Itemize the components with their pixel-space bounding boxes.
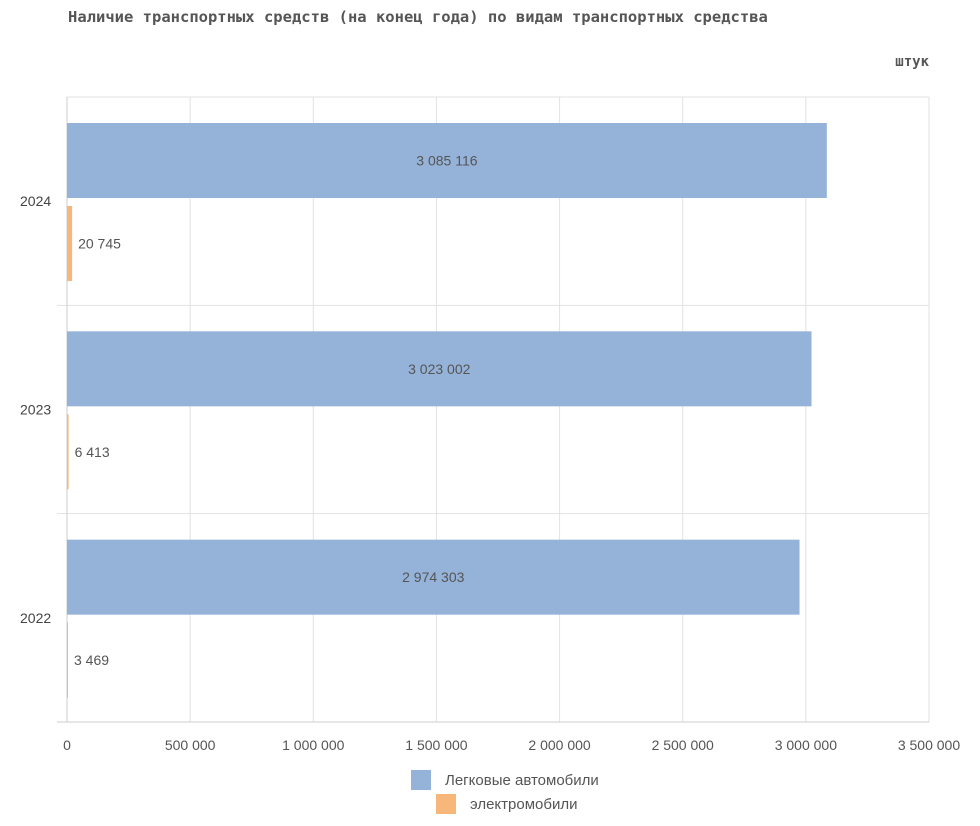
data-label-electric-cars-2024: 20 745: [78, 236, 121, 252]
data-label-passenger-cars-2023: 3 023 002: [408, 361, 470, 377]
y-category-label-2023: 2023: [20, 402, 51, 418]
y-category-label-2024: 2024: [20, 193, 51, 209]
x-tick-label-7: 3 500 000: [898, 737, 960, 753]
legend-label-electric-cars: электромобили: [470, 795, 578, 813]
x-tick-label-3: 1 500 000: [405, 737, 467, 753]
x-tick-label-6: 3 000 000: [775, 737, 837, 753]
unit-label: штук: [895, 54, 929, 70]
bar-electric-cars-2022: [67, 622, 68, 698]
data-label-passenger-cars-2024: 3 085 116: [416, 153, 477, 169]
x-tick-label-0: 0: [63, 737, 71, 753]
legend-item-passenger-cars[interactable]: Легковые автомобили: [411, 770, 599, 790]
data-label-passenger-cars-2022: 2 974 303: [402, 569, 464, 585]
legend-label-passenger-cars: Легковые автомобили: [445, 771, 599, 789]
bar-passenger-cars-2023: [67, 331, 812, 407]
legend-swatch-passenger-cars: [411, 770, 431, 790]
legend-item-electric-cars[interactable]: электромобили: [436, 794, 577, 814]
chart-title: Наличие транспортных средств (на конец г…: [68, 8, 768, 26]
bar-passenger-cars-2024: [67, 123, 827, 198]
bar-electric-cars-2023: [67, 414, 69, 490]
x-tick-label-4: 2 000 000: [528, 737, 590, 753]
x-tick-label-2: 1 000 000: [282, 737, 344, 753]
legend-swatch-electric-cars: [436, 794, 456, 814]
y-category-label-2022: 2022: [20, 610, 51, 626]
data-label-electric-cars-2023: 6 413: [75, 444, 110, 460]
bar-passenger-cars-2022: [67, 539, 800, 615]
data-label-electric-cars-2022: 3 469: [74, 652, 109, 668]
x-tick-label-5: 2 500 000: [652, 737, 714, 753]
x-tick-label-1: 500 000: [165, 737, 216, 753]
bar-electric-cars-2024: [67, 206, 73, 281]
bar-chart: 0 500 000 1 000 000 1 500 000 2 000 000 2 500…: [20, 96, 960, 753]
